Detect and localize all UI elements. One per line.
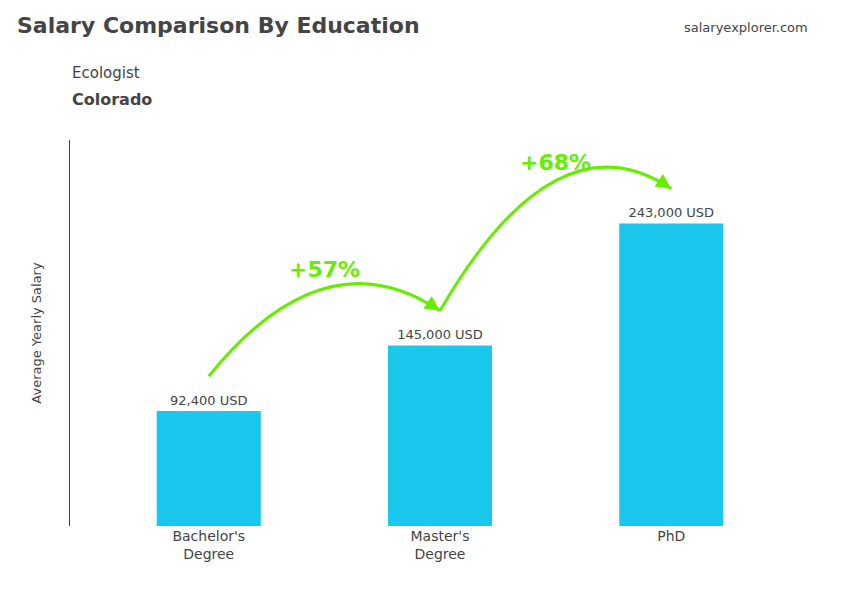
svg-text:PhD: PhD [657,528,685,544]
svg-text:92,400 USD: 92,400 USD [170,393,247,408]
svg-text:Master'sDegree: Master'sDegree [411,528,470,562]
svg-text:Salary Comparison By Education: Salary Comparison By Education [17,13,420,38]
svg-text:243,000 USD: 243,000 USD [628,205,714,220]
svg-text:+57%: +57% [289,257,360,282]
svg-text:+68%: +68% [520,150,591,175]
svg-text:Bachelor'sDegree: Bachelor'sDegree [172,528,245,562]
svg-text:Colorado: Colorado [72,90,152,109]
svg-text:Ecologist: Ecologist [72,64,140,82]
svg-text:salaryexplorer.com: salaryexplorer.com [684,20,808,35]
svg-text:Average Yearly Salary: Average Yearly Salary [29,262,44,404]
svg-text:145,000 USD: 145,000 USD [397,327,483,342]
